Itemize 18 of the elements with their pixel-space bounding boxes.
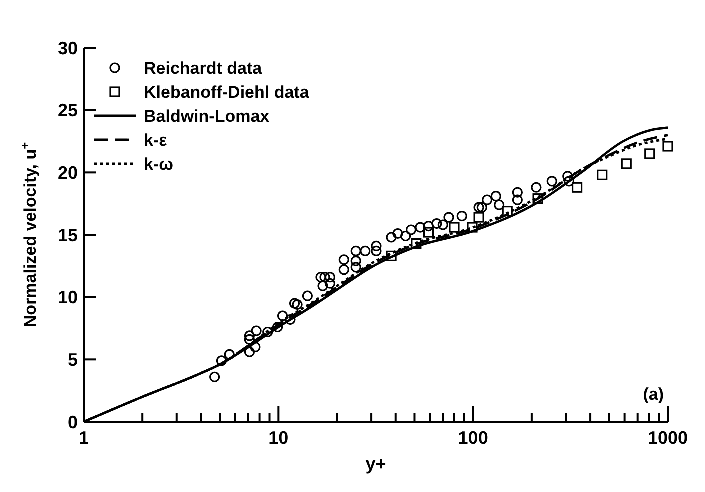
legend-label: Reichardt data [144,58,263,78]
x-tick-label: 1000 [648,428,688,448]
legend-label: Klebanoff-Diehl data [144,82,310,102]
legend-label: k-ω [144,154,174,174]
y-tick-label: 25 [58,100,78,121]
y-tick-label: 5 [68,350,78,370]
y-tick-label: 10 [58,288,78,308]
y-tick-label: 15 [58,225,78,246]
annotation: (a) [643,385,664,404]
x-tick-label: 100 [458,428,488,448]
legend-label: k-ε [144,130,168,150]
x-tick-label: 1 [78,428,90,448]
x-tick-label: 10 [268,428,289,448]
legend-label: Baldwin-Lomax [144,106,270,126]
x-axis-title: y+ [366,454,386,474]
y-tick-label: 0 [68,412,78,432]
y-tick-label: 30 [58,38,78,58]
y-tick-label: 20 [58,162,78,183]
